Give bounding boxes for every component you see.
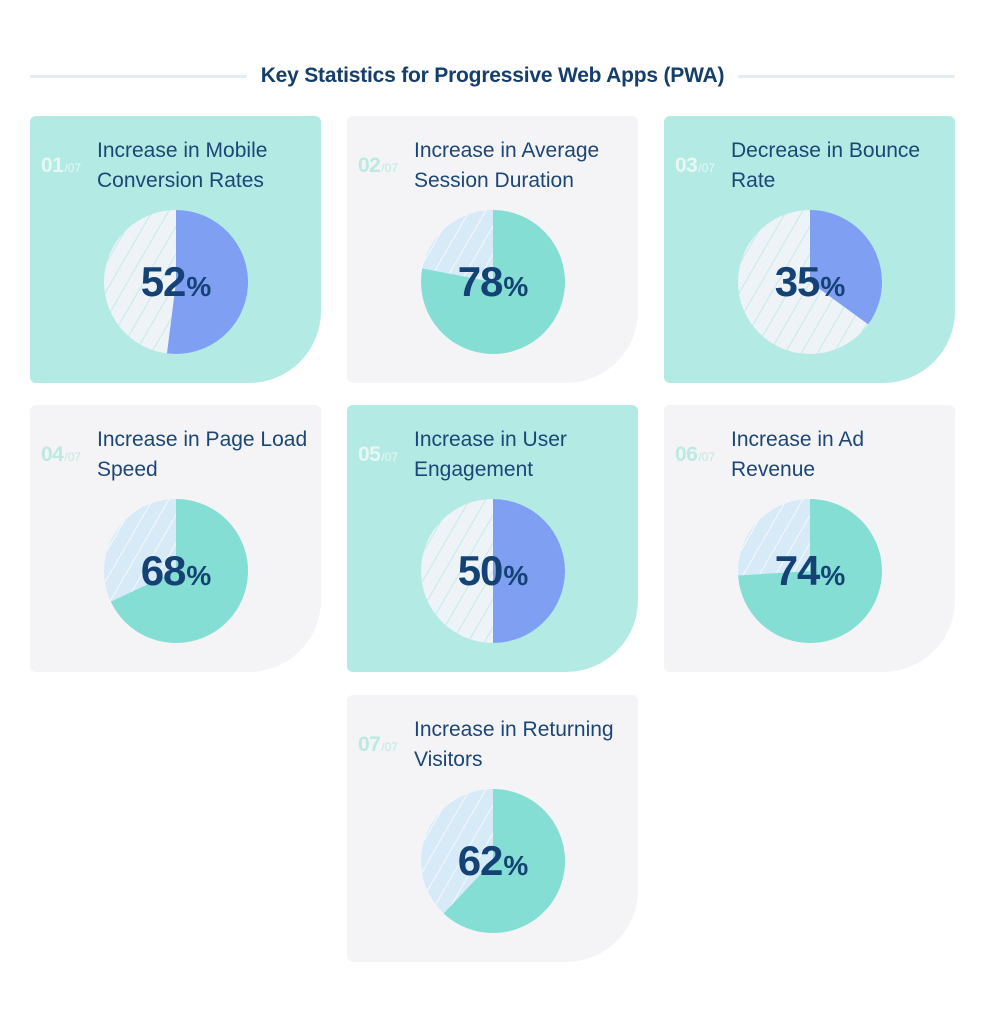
index-total: /07 xyxy=(698,450,716,464)
index-total: /07 xyxy=(381,161,399,175)
card-label: Decrease in Bounce Rate xyxy=(731,139,921,192)
pie-slice xyxy=(421,210,565,354)
pie-slice xyxy=(738,499,882,643)
pie-chart xyxy=(421,210,565,354)
index-number: 06 xyxy=(675,443,698,466)
card-label: Increase in Page Load Speed xyxy=(97,428,308,481)
pie-slice xyxy=(443,789,565,933)
card-label: Increase in Ad Revenue xyxy=(731,428,865,481)
header-divider-right xyxy=(738,74,955,78)
pie-chart xyxy=(421,499,565,643)
pie-slice xyxy=(493,499,565,643)
index-total: /07 xyxy=(64,450,82,464)
stat-card: 04 /07 Increase in Page Load Speed 68 % xyxy=(30,405,321,672)
card-index: 05 /07 xyxy=(358,443,398,467)
pie-slice xyxy=(166,210,248,354)
page-title: Key Statistics for Progressive Web Apps … xyxy=(260,64,725,87)
card-index: 01 /07 xyxy=(41,154,81,178)
stat-card: 01 /07 Increase in Mobile Conversion Rat… xyxy=(30,116,321,383)
page-header: Key Statistics for Progressive Web Apps … xyxy=(30,58,955,94)
stat-card: 07 /07 Increase in Returning Visitors 62… xyxy=(347,695,638,962)
header-divider-left xyxy=(30,74,247,78)
card-label: Increase in User Engagement xyxy=(414,428,567,481)
index-total: /07 xyxy=(381,740,399,754)
pie-chart xyxy=(738,499,882,643)
index-number: 05 xyxy=(358,443,381,466)
pie-chart xyxy=(104,499,248,643)
card-label: Increase in Average Session Duration xyxy=(414,139,600,192)
pie-chart xyxy=(421,789,565,933)
index-number: 04 xyxy=(41,443,64,466)
stat-card: 02 /07 Increase in Average Session Durat… xyxy=(347,116,638,383)
card-index: 07 /07 xyxy=(358,733,398,757)
index-number: 02 xyxy=(358,154,381,177)
index-total: /07 xyxy=(381,450,399,464)
card-label: Increase in Returning Visitors xyxy=(414,718,614,771)
index-total: /07 xyxy=(64,161,82,175)
pie-slice xyxy=(810,210,882,325)
pie-chart xyxy=(738,210,882,354)
card-index: 04 /07 xyxy=(41,443,81,467)
stat-card: 03 /07 Decrease in Bounce Rate 35 % xyxy=(664,116,955,383)
pie-slice xyxy=(110,499,248,643)
index-number: 03 xyxy=(675,154,698,177)
index-number: 07 xyxy=(358,733,381,756)
index-total: /07 xyxy=(698,161,716,175)
card-index: 02 /07 xyxy=(358,154,398,178)
index-number: 01 xyxy=(41,154,64,177)
card-index: 06 /07 xyxy=(675,443,715,467)
card-index: 03 /07 xyxy=(675,154,715,178)
stat-card: 05 /07 Increase in User Engagement 50 % xyxy=(347,405,638,672)
stat-card: 06 /07 Increase in Ad Revenue 74 % xyxy=(664,405,955,672)
card-label: Increase in Mobile Conversion Rates xyxy=(97,139,268,192)
pie-chart xyxy=(104,210,248,354)
